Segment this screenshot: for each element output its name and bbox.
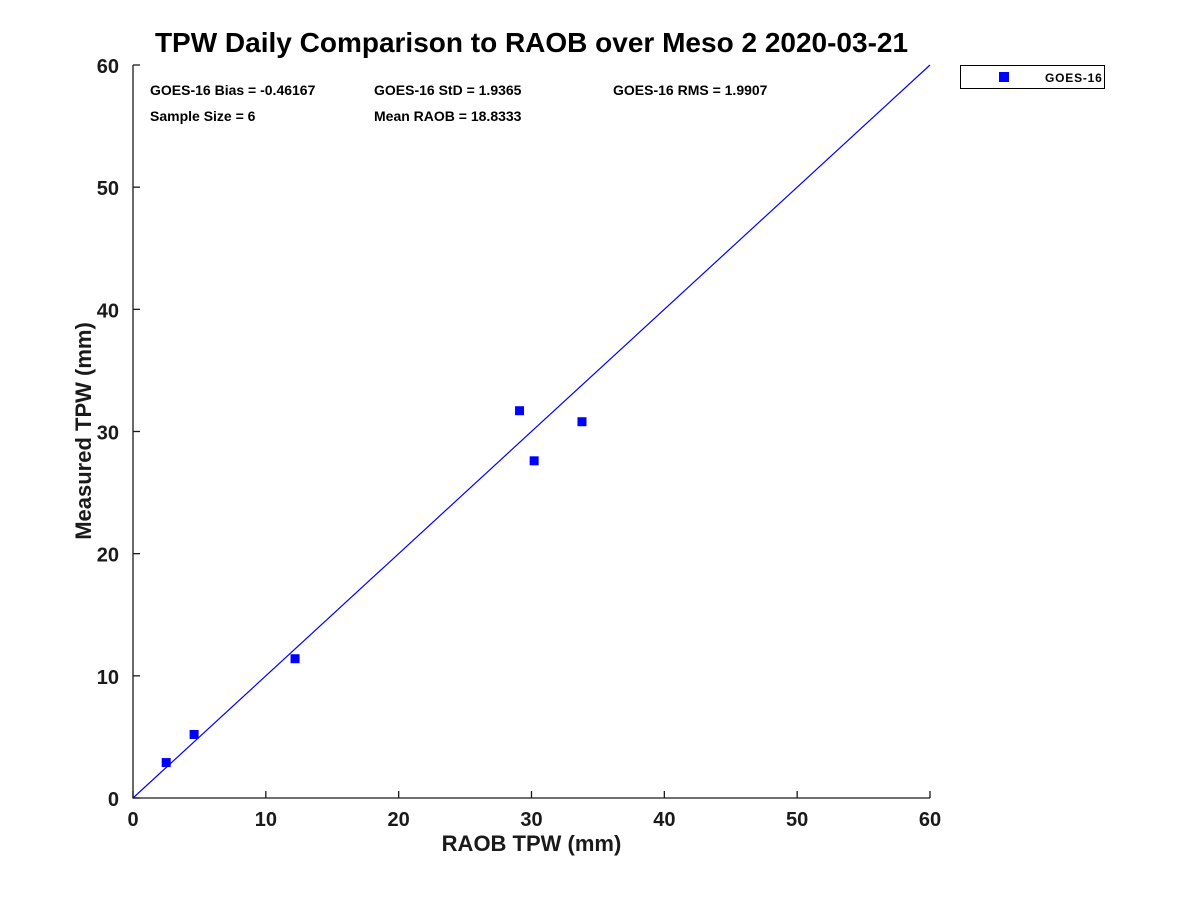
chart-title: TPW Daily Comparison to RAOB over Meso 2… bbox=[154, 27, 909, 58]
data-point-goes-16 bbox=[515, 406, 525, 416]
legend: GOES-16 bbox=[960, 65, 1105, 89]
one-to-one-reference-line bbox=[132, 64, 931, 799]
data-point-goes-16 bbox=[290, 654, 300, 664]
x-tick-label: 0 bbox=[127, 809, 138, 831]
y-tick-label: 50 bbox=[97, 178, 119, 200]
stat-sample-size: Sample Size = 6 bbox=[150, 108, 256, 124]
data-point-goes-16 bbox=[189, 729, 199, 739]
data-point-goes-16 bbox=[529, 456, 539, 466]
x-tick-label: 20 bbox=[388, 809, 410, 831]
x-axis-label: RAOB TPW (mm) bbox=[441, 831, 622, 856]
x-tick-label: 40 bbox=[653, 809, 675, 831]
x-tick-label: 60 bbox=[919, 809, 941, 831]
stat-std: GOES-16 StD = 1.9365 bbox=[374, 82, 522, 98]
y-axis-label: Measured TPW (mm) bbox=[71, 322, 96, 540]
y-tick-label: 10 bbox=[97, 667, 119, 689]
stat-mean-raob: Mean RAOB = 18.8333 bbox=[374, 108, 522, 124]
y-tick-label: 20 bbox=[97, 545, 119, 567]
legend-square-marker-icon bbox=[999, 72, 1009, 82]
stat-rms: GOES-16 RMS = 1.9907 bbox=[613, 82, 768, 98]
data-point-goes-16 bbox=[161, 758, 171, 768]
legend-label: GOES-16 bbox=[1045, 71, 1103, 85]
x-tick-label: 30 bbox=[520, 809, 542, 831]
x-tick-label: 10 bbox=[255, 809, 277, 831]
data-point-goes-16 bbox=[577, 417, 587, 427]
y-tick-label: 40 bbox=[97, 300, 119, 322]
y-tick-label: 30 bbox=[97, 423, 119, 445]
stat-bias: GOES-16 Bias = -0.46167 bbox=[150, 82, 316, 98]
y-tick-label: 60 bbox=[97, 56, 119, 78]
y-tick-label: 0 bbox=[108, 789, 119, 811]
x-tick-label: 50 bbox=[786, 809, 808, 831]
